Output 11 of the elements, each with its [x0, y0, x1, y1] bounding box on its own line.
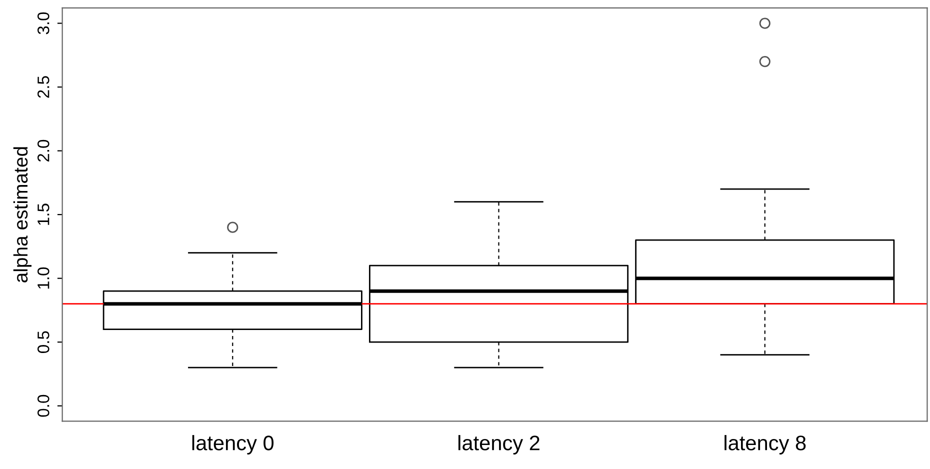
- y-axis-title: alpha estimated: [13, 147, 32, 282]
- y-tick-label: 1.5: [38, 204, 50, 225]
- y-tick-label: 0.5: [37, 331, 50, 354]
- x-tick-label: latency 8: [724, 435, 806, 454]
- y-tick-label: 1.0: [37, 267, 50, 289]
- y-tick-label: 0.0: [37, 394, 50, 417]
- y-tick-label: 2.0: [37, 140, 50, 162]
- y-tick-label: 3.0: [37, 12, 50, 34]
- x-tick-label: latency 0: [192, 435, 274, 454]
- x-tick-label: latency 2: [458, 435, 540, 454]
- y-tick-label: 2.5: [37, 76, 50, 98]
